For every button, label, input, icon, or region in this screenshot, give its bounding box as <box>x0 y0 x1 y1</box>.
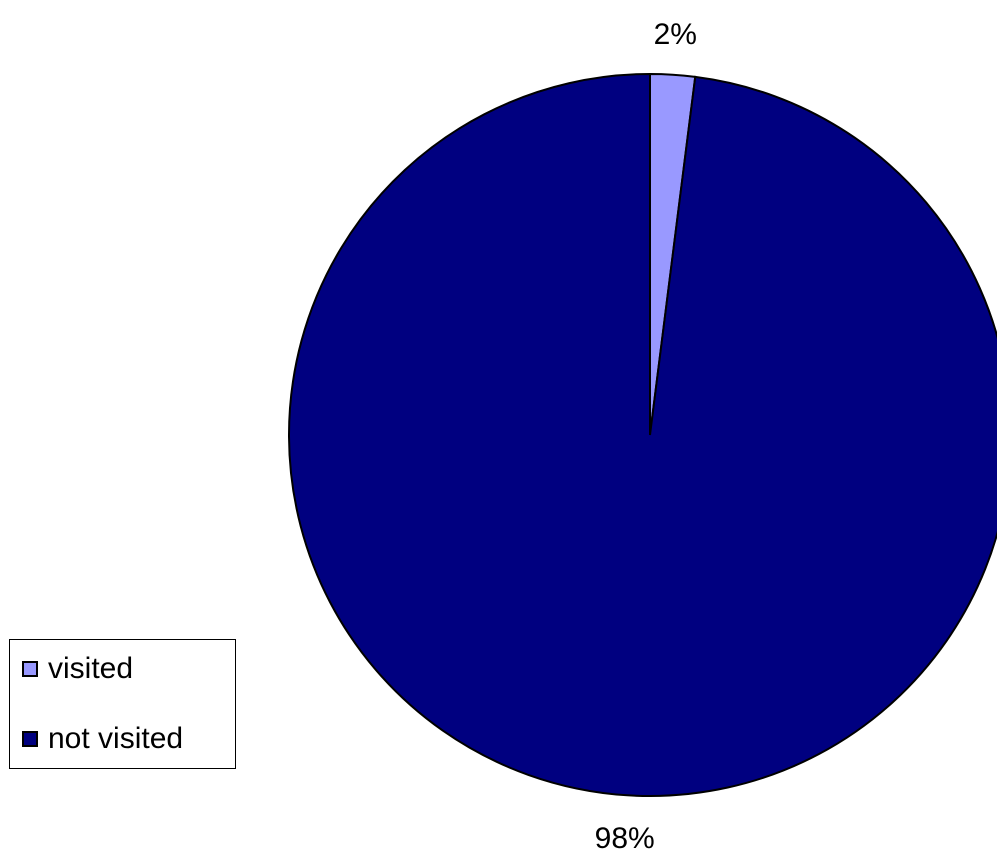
data-label-not-visited: 98% <box>595 822 655 854</box>
legend-label-not-visited: not visited <box>48 722 183 756</box>
data-label-visited: 2% <box>654 18 697 51</box>
pie-slices <box>289 74 997 796</box>
pie-slice-not-visited <box>289 74 997 796</box>
legend-label-visited: visited <box>48 652 133 686</box>
legend-swatch-visited <box>22 661 38 677</box>
legend-swatch-not-visited <box>22 731 38 747</box>
legend-item-not-visited: not visited <box>22 722 183 756</box>
chart-legend: visited not visited <box>9 639 236 769</box>
legend-item-visited: visited <box>22 652 133 686</box>
